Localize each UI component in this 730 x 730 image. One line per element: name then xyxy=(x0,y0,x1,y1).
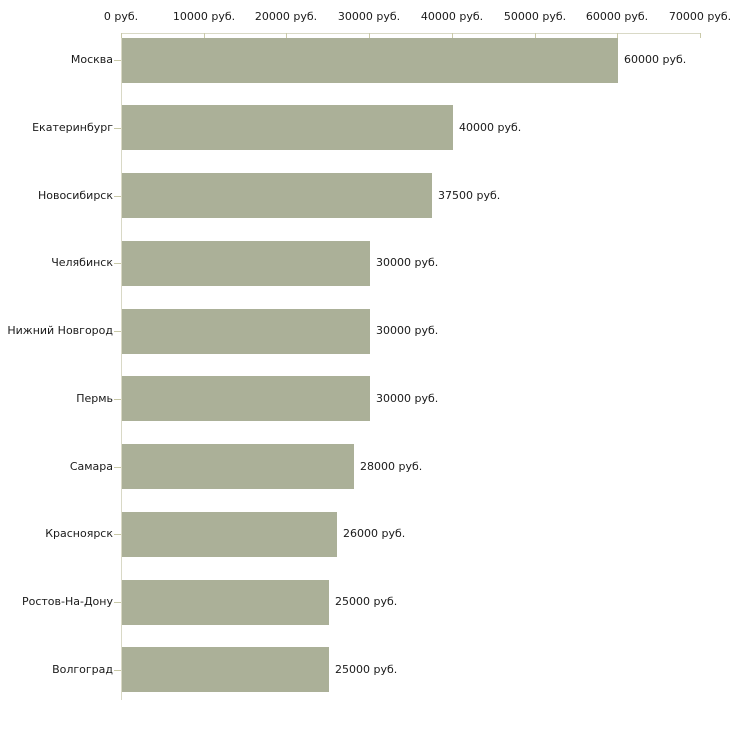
category-tick xyxy=(114,263,121,264)
category-tick xyxy=(114,128,121,129)
bar-value-label: 40000 руб. xyxy=(459,121,522,134)
x-axis-tick-label: 40000 руб. xyxy=(420,10,484,23)
x-axis-tick-label: 30000 руб. xyxy=(337,10,401,23)
bar-value-label: 25000 руб. xyxy=(335,663,398,676)
bar xyxy=(122,444,354,489)
bar-category-label: Ростов-На-Дону xyxy=(21,595,113,608)
category-tick xyxy=(114,670,121,671)
bar-value-label: 30000 руб. xyxy=(376,256,439,269)
bar xyxy=(122,173,432,218)
bar xyxy=(122,512,337,557)
bar xyxy=(122,309,370,354)
category-tick xyxy=(114,331,121,332)
bar xyxy=(122,647,329,692)
x-axis-tick xyxy=(121,33,122,38)
y-axis-line xyxy=(121,33,122,700)
x-axis-tick xyxy=(700,33,701,38)
bar xyxy=(122,241,370,286)
category-tick xyxy=(114,534,121,535)
bar xyxy=(122,376,370,421)
x-axis-line xyxy=(121,33,701,34)
category-tick xyxy=(114,399,121,400)
x-axis-tick-label: 50000 руб. xyxy=(503,10,567,23)
bar-category-label: Самара xyxy=(69,460,113,473)
bar-value-label: 37500 руб. xyxy=(438,189,501,202)
bar xyxy=(122,580,329,625)
category-tick xyxy=(114,602,121,603)
bar-category-label: Нижний Новгород xyxy=(7,324,113,337)
bar-value-label: 60000 руб. xyxy=(624,53,687,66)
bar-category-label: Москва xyxy=(70,53,113,66)
x-axis-tick xyxy=(617,33,618,38)
bar-category-label: Новосибирск xyxy=(37,189,113,202)
x-axis-tick-label: 10000 руб. xyxy=(172,10,236,23)
bar-value-label: 25000 руб. xyxy=(335,595,398,608)
x-axis-tick-label: 70000 руб. xyxy=(668,10,730,23)
bar-category-label: Екатеринбург xyxy=(32,121,113,134)
category-tick xyxy=(114,467,121,468)
x-axis-tick xyxy=(204,33,205,38)
bar-value-label: 30000 руб. xyxy=(376,324,439,337)
bar-value-label: 26000 руб. xyxy=(343,527,406,540)
x-axis-tick-label: 20000 руб. xyxy=(254,10,318,23)
x-axis-tick xyxy=(286,33,287,38)
bar xyxy=(122,105,453,150)
category-tick xyxy=(114,196,121,197)
bar xyxy=(122,38,618,83)
bar-category-label: Красноярск xyxy=(45,527,113,540)
bar-category-label: Волгоград xyxy=(52,663,113,676)
bar-category-label: Челябинск xyxy=(51,256,113,269)
bar-value-label: 30000 руб. xyxy=(376,392,439,405)
x-axis-tick-label: 60000 руб. xyxy=(585,10,649,23)
bar-value-label: 28000 руб. xyxy=(360,460,423,473)
bar-category-label: Пермь xyxy=(76,392,113,405)
category-tick xyxy=(114,60,121,61)
x-axis-tick xyxy=(535,33,536,38)
x-axis-tick-label: 0 руб. xyxy=(103,10,139,23)
x-axis-tick xyxy=(369,33,370,38)
x-axis-tick xyxy=(452,33,453,38)
